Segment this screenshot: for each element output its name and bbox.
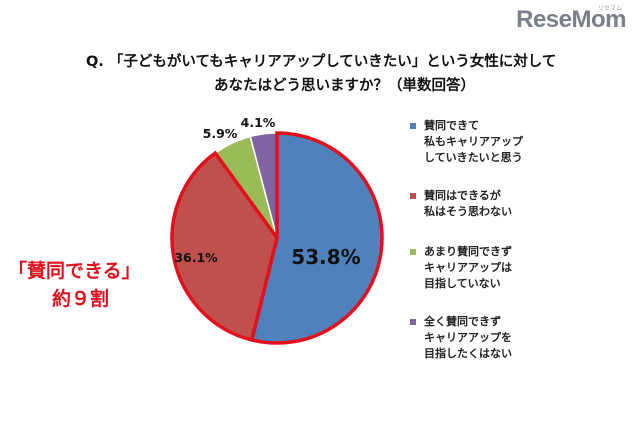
question-title: Q. 「子どもがいてもキャリアアップしていきたい」という女性に対して あなたはど… bbox=[86, 50, 606, 98]
callout-line-2: 約９割 bbox=[52, 288, 110, 310]
logo-subtitle: リセマム bbox=[597, 5, 622, 12]
question-line-1: Q. 「子どもがいてもキャリアアップしていきたい」という女性に対して bbox=[86, 54, 557, 70]
legend-item-1: 賛同できて 私もキャリアアップ していきたいと思う bbox=[410, 118, 610, 166]
legend-item-3: あまり賛同できず キャリアアップは 目指していない bbox=[410, 244, 610, 292]
legend-swatch-3 bbox=[410, 249, 416, 255]
legend-swatch-1 bbox=[410, 123, 416, 129]
chart-legend: 賛同できて 私もキャリアアップ していきたいと思う賛同はできるが 私はそう思わな… bbox=[410, 118, 610, 380]
legend-item-4: 全く賛同できず キャリアアップを 目指したくはない bbox=[410, 314, 610, 362]
question-line-2: あなたはどう思いますか？（単数回答） bbox=[214, 78, 475, 94]
highlight-outline-2 bbox=[170, 150, 279, 343]
data-label-4: 4.1% bbox=[241, 115, 276, 130]
agreement-callout: 「賛同できる」 約９割 bbox=[8, 257, 168, 313]
legend-label-2: 賛同はできるが 私はそう思わない bbox=[424, 189, 512, 218]
legend-label-4: 全く賛同できず キャリアアップを 目指したくはない bbox=[424, 315, 512, 360]
legend-label-3: あまり賛同できず キャリアアップは 目指していない bbox=[424, 245, 512, 290]
data-label-1: 53.8% bbox=[291, 245, 360, 269]
data-label-2: 36.1% bbox=[174, 250, 218, 265]
legend-label-1: 賛同できて 私もキャリアアップ していきたいと思う bbox=[424, 119, 523, 164]
legend-item-2: 賛同はできるが 私はそう思わない bbox=[410, 188, 610, 220]
data-label-3: 5.9% bbox=[203, 126, 238, 141]
legend-swatch-2 bbox=[410, 193, 416, 199]
callout-line-1: 「賛同できる」 bbox=[8, 260, 141, 282]
resemom-logo: ReseMom bbox=[516, 6, 626, 33]
legend-swatch-4 bbox=[410, 319, 416, 325]
highlight-outline-1 bbox=[249, 131, 384, 345]
